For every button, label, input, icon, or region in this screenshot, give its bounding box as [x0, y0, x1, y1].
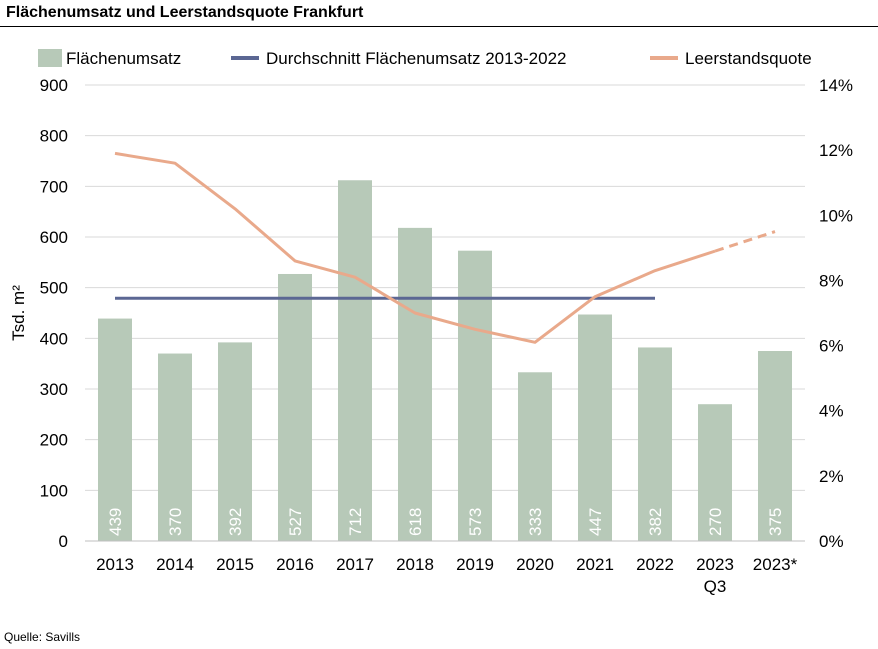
x-tick-label: 2023 — [696, 555, 734, 574]
bar-2022 — [638, 347, 672, 541]
bar-2018 — [398, 227, 432, 541]
bar-2021 — [578, 314, 612, 541]
bar-2015 — [218, 342, 252, 541]
bar-value-label: 270 — [706, 508, 725, 536]
x-tick-label: 2023* — [753, 555, 798, 574]
bar-2014 — [158, 353, 192, 541]
legend-label-leerstandsquote: Leerstandsquote — [685, 49, 812, 68]
vacancy-rate-forecast-line — [714, 230, 776, 253]
legend-label-flaechenumsatz: Flächenumsatz — [66, 49, 181, 68]
source-note: Quelle: Savills — [4, 630, 81, 644]
y-tick-label: 800 — [40, 127, 68, 146]
bar-2016 — [278, 273, 312, 541]
legend-label-durchschnitt: Durchschnitt Flächenumsatz 2013-2022 — [266, 49, 567, 68]
bar-value-label: 333 — [526, 508, 545, 536]
x-tick-label: 2016 — [276, 555, 314, 574]
y-tick-label: 300 — [40, 380, 68, 399]
y-tick-label: 200 — [40, 431, 68, 450]
bar-2019 — [458, 250, 492, 541]
y2-tick-label: 12% — [819, 141, 853, 160]
x-tick-label: 2018 — [396, 555, 434, 574]
y2-tick-label: 0% — [819, 532, 844, 551]
y-tick-label: 100 — [40, 481, 68, 500]
bar-value-label: 375 — [766, 508, 785, 536]
y-tick-label: 900 — [40, 76, 68, 95]
x-tick-label: 2015 — [216, 555, 254, 574]
title-divider — [0, 26, 878, 27]
bar-value-label: 439 — [106, 508, 125, 536]
y2-tick-label: 6% — [819, 337, 844, 356]
combo-chart: 0 100 200 300 400 500 600 700 800 900 0% 2% 4% 6% 8% 10… — [9, 49, 853, 596]
x-tick-label: 2021 — [576, 555, 614, 574]
vacancy-rate-line — [114, 151, 716, 344]
bar-2013 — [98, 318, 132, 541]
x-tick-label: 2020 — [516, 555, 554, 574]
chart-title: Flächenumsatz und Leerstandsquote Frankf… — [6, 4, 364, 21]
y-tick-label: 500 — [40, 279, 68, 298]
y-tick-label: 600 — [40, 228, 68, 247]
bar-value-label: 573 — [466, 508, 485, 536]
bar-2023- — [758, 351, 792, 541]
bar-2023-q3 — [698, 404, 732, 541]
y-axis-label: Tsd. m² — [9, 285, 28, 341]
bar-2020 — [518, 372, 552, 541]
x-tick-label: 2013 — [96, 555, 134, 574]
y-tick-label: 0 — [59, 532, 68, 551]
x-tick-label: 2014 — [156, 555, 194, 574]
x-tick-label: 2017 — [336, 555, 374, 574]
bar-value-label: 527 — [286, 508, 305, 536]
x-tick-label: 2022 — [636, 555, 674, 574]
bar-value-label: 712 — [346, 508, 365, 536]
y2-tick-label: 10% — [819, 206, 853, 225]
bar-value-label: 618 — [406, 508, 425, 536]
y2-tick-label: 8% — [819, 271, 844, 290]
y-tick-label: 700 — [40, 177, 68, 196]
y2-tick-label: 4% — [819, 402, 844, 421]
legend-swatch-flaechenumsatz — [38, 49, 62, 67]
bar-value-label: 392 — [226, 508, 245, 536]
bar-2017 — [338, 180, 372, 541]
y-tick-label: 400 — [40, 329, 68, 348]
bar-value-label: 382 — [646, 508, 665, 536]
bar-value-label: 447 — [586, 508, 605, 536]
x-tick-label: Q3 — [704, 577, 727, 596]
y2-tick-label: 14% — [819, 76, 853, 95]
x-tick-label: 2019 — [456, 555, 494, 574]
bar-value-label: 370 — [166, 508, 185, 536]
y2-tick-label: 2% — [819, 467, 844, 486]
